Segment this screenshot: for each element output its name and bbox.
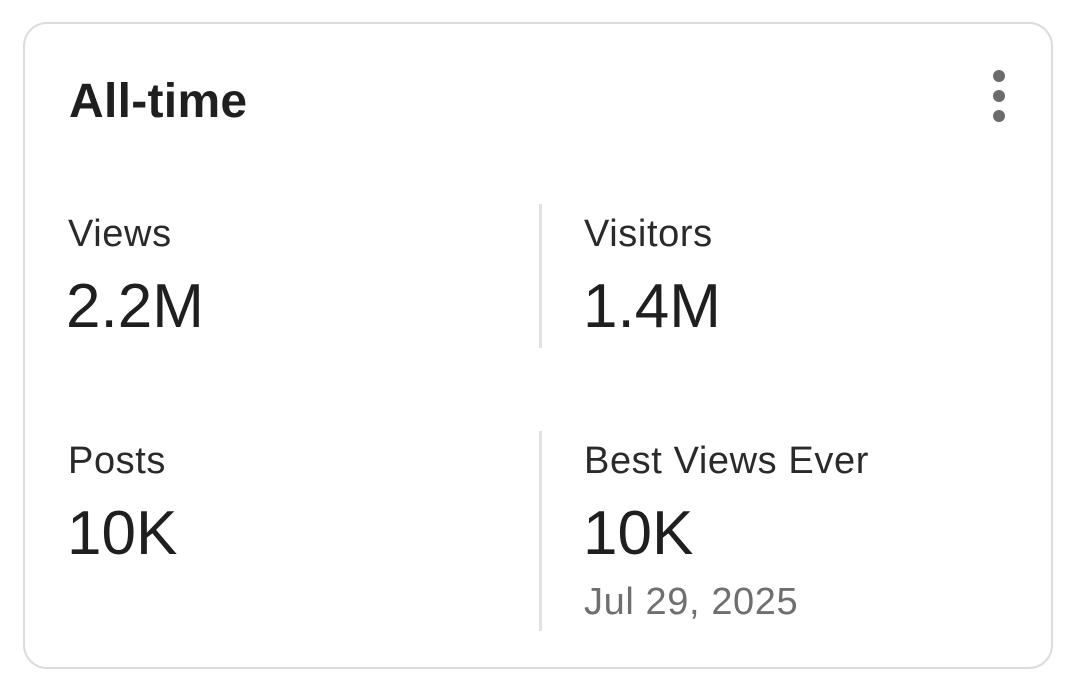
stat-views-label: Views [68,213,172,255]
column-divider-top [539,204,542,348]
column-divider-bottom [539,431,542,631]
stat-posts-value: 10K [67,499,178,568]
stat-best-views-ever-date: Jul 29, 2025 [584,581,799,623]
stat-posts-label: Posts [68,440,167,482]
card-title: All-time [69,75,248,128]
stat-best-views-ever-label: Best Views Ever [584,440,869,482]
stat-visitors-value: 1.4M [583,272,721,341]
stat-best-views-ever-value: 10K [583,499,694,568]
stat-views-value: 2.2M [66,272,204,341]
stat-visitors-label: Visitors [584,213,713,255]
more-options-button[interactable] [980,64,1020,128]
all-time-stats-card: All-time Views 2.2M Visitors 1.4M Posts … [23,22,1053,669]
